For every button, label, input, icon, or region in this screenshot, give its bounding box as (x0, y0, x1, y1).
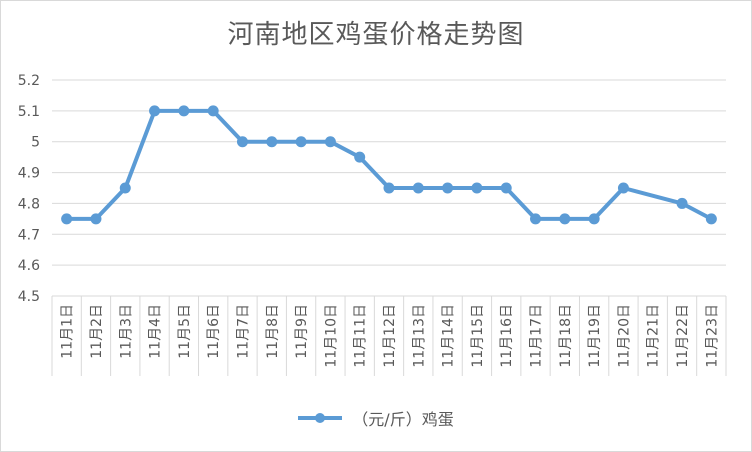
y-tick-label: 5.1 (18, 104, 40, 120)
data-point (383, 182, 395, 194)
data-point (442, 182, 454, 194)
x-tick-label: 11月13日 (411, 304, 427, 368)
data-point (559, 213, 571, 225)
x-tick-label: 11月8日 (265, 304, 281, 359)
x-tick-label: 11月2日 (89, 304, 105, 359)
data-point (90, 213, 102, 225)
x-tick-label: 11月20日 (616, 304, 632, 368)
data-point (178, 105, 190, 117)
x-tick-label: 11月6日 (206, 304, 222, 359)
x-tick-label: 11月11日 (353, 304, 369, 368)
data-point (266, 136, 278, 148)
y-tick-label: 5 (31, 135, 40, 151)
x-tick-label: 11月4日 (148, 304, 164, 359)
y-tick-label: 4.8 (18, 196, 40, 212)
y-tick-label: 4.7 (18, 227, 40, 243)
data-point (617, 182, 629, 194)
x-tick-label: 11月10日 (323, 304, 339, 368)
data-point (500, 182, 512, 194)
x-tick-label: 11月23日 (704, 304, 720, 368)
y-tick-label: 4.5 (18, 289, 40, 305)
x-tick-label: 11月17日 (529, 304, 545, 368)
data-point (471, 182, 483, 194)
data-point (119, 182, 131, 194)
x-tick-label: 11月9日 (294, 304, 310, 359)
x-tick-label: 11月15日 (470, 304, 486, 368)
data-point (324, 136, 336, 148)
x-tick-label: 11月1日 (60, 304, 76, 359)
legend-label: （元/斤）鸡蛋 (352, 410, 454, 429)
series-line (64, 108, 714, 221)
data-point (676, 197, 688, 209)
data-point (61, 213, 73, 225)
data-point (207, 105, 219, 117)
data-point (354, 151, 366, 163)
data-point (412, 182, 424, 194)
data-point (295, 136, 307, 148)
data-point (530, 213, 542, 225)
data-point (588, 213, 600, 225)
y-tick-label: 4.6 (18, 258, 40, 274)
x-tick-label: 11月14日 (441, 304, 457, 368)
x-tick-label: 11月7日 (235, 304, 251, 359)
data-point (236, 136, 248, 148)
y-tick-label: 4.9 (18, 166, 40, 182)
x-tick-label: 11月5日 (177, 304, 193, 359)
x-tick-label: 11月22日 (675, 304, 691, 368)
legend-line-marker-icon (298, 413, 343, 423)
x-tick-label: 11月12日 (382, 304, 398, 368)
data-point (705, 213, 717, 225)
x-tick-label: 11月16日 (499, 304, 515, 368)
legend: （元/斤）鸡蛋 (0, 406, 752, 430)
x-tick-label: 11月19日 (587, 304, 603, 368)
x-tick-label: 11月21日 (646, 304, 662, 368)
data-point (149, 105, 161, 117)
x-tick-label: 11月3日 (118, 304, 134, 359)
x-tick-label: 11月18日 (558, 304, 574, 368)
chart-title: 河南地区鸡蛋价格走势图 (227, 20, 525, 50)
y-tick-label: 5.2 (18, 73, 40, 89)
